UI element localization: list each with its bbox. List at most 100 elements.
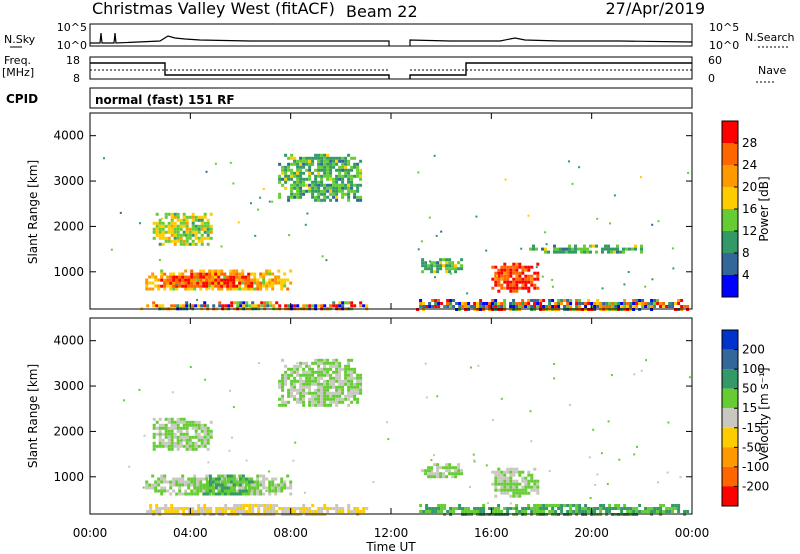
heatmap-cell <box>632 507 636 510</box>
heatmap-cell <box>539 510 543 513</box>
heatmap-cell <box>199 489 203 493</box>
heatmap-cell <box>211 477 215 481</box>
heatmap-cell <box>191 423 195 427</box>
heatmap-cell <box>188 227 192 231</box>
heatmap-cell <box>350 373 354 377</box>
heatmap-cell <box>169 287 173 291</box>
heatmap-cell <box>314 304 318 308</box>
heatmap-cell <box>185 429 189 433</box>
heatmap-cell <box>152 236 156 240</box>
heatmap-cell <box>185 301 189 305</box>
heatmap-cell <box>445 475 449 479</box>
heatmap-cell <box>332 162 336 166</box>
heatmap-cell <box>440 510 444 513</box>
heatmap-cell <box>601 287 604 290</box>
heatmap-cell <box>568 250 571 254</box>
heatmap-cell <box>323 364 327 368</box>
heatmap-cell <box>445 466 449 470</box>
heatmap-cell <box>332 394 336 398</box>
heatmap-cell <box>182 218 186 222</box>
heatmap-cell <box>247 480 251 484</box>
heatmap-cell <box>196 275 200 279</box>
heatmap-cell <box>533 305 537 308</box>
heatmap-cell <box>299 364 303 368</box>
heatmap-cell <box>329 364 333 368</box>
heatmap-cell <box>205 480 209 484</box>
heatmap-cell <box>244 489 248 493</box>
heatmap-cell <box>185 438 189 442</box>
heatmap-cell <box>442 466 446 470</box>
heatmap-cell <box>157 489 161 493</box>
heatmap-cell <box>232 272 236 276</box>
heatmap-cell <box>241 486 245 490</box>
heatmap-cell <box>627 271 630 273</box>
heatmap-cell <box>659 302 663 305</box>
heatmap-cell <box>158 429 162 433</box>
heatmap-cell <box>634 247 637 251</box>
heatmap-cell <box>185 242 189 246</box>
heatmap-cell <box>482 504 486 507</box>
heatmap-cell <box>173 236 177 240</box>
velocity-ylabel: Slant Range [km] <box>26 364 40 468</box>
heatmap-cell <box>527 305 531 308</box>
heatmap-cell <box>232 492 236 496</box>
time-axis-label: Time UT <box>365 540 416 554</box>
heatmap-cell <box>158 435 162 439</box>
heatmap-cell <box>194 218 198 222</box>
heatmap-cell <box>181 477 185 481</box>
heatmap-cell <box>494 302 498 305</box>
heatmap-cell <box>245 304 249 308</box>
heatmap-cell <box>608 507 612 510</box>
heatmap-cell <box>476 305 480 308</box>
heatmap-cell <box>218 301 222 305</box>
heatmap-cell <box>350 177 354 181</box>
nave-tick-top: 60 <box>708 54 722 67</box>
heatmap-cell <box>530 473 534 477</box>
heatmap-cell <box>274 477 278 481</box>
heatmap-cell <box>605 510 609 513</box>
heatmap-cell <box>293 397 297 401</box>
heatmap-cell <box>454 469 458 473</box>
heatmap-cell <box>344 174 348 178</box>
heatmap-cell <box>515 491 519 495</box>
heatmap-cell <box>338 186 342 190</box>
heatmap-cell <box>194 423 198 427</box>
heatmap-cell <box>164 432 168 436</box>
heatmap-cell <box>185 441 189 445</box>
heatmap-cell <box>430 466 434 470</box>
heatmap-cell <box>479 302 483 305</box>
heatmap-cell <box>541 247 544 251</box>
heatmap-cell <box>311 361 315 365</box>
heatmap-cell <box>238 284 242 288</box>
heatmap-cell <box>296 183 300 187</box>
heatmap-cell <box>482 507 486 510</box>
heatmap-cell <box>250 272 254 276</box>
heatmap-cell <box>509 473 513 477</box>
heatmap-cell <box>265 272 269 276</box>
heatmap-cell <box>347 388 351 392</box>
heatmap-cell <box>302 180 306 184</box>
heatmap-cell <box>344 183 348 187</box>
heatmap-cell <box>232 275 236 279</box>
heatmap-cell <box>317 198 321 202</box>
heatmap-cell <box>158 438 162 442</box>
heatmap-cell <box>332 361 336 365</box>
heatmap-cell <box>503 299 507 302</box>
heatmap-cell <box>217 477 221 481</box>
heatmap-cell <box>269 301 273 305</box>
heatmap-cell <box>329 391 333 395</box>
heatmap-cell <box>302 183 306 187</box>
heatmap-cell <box>356 168 360 172</box>
heatmap-cell <box>512 485 516 489</box>
heatmap-cell <box>479 507 483 510</box>
heatmap-cell <box>199 287 203 291</box>
heatmap-cell <box>287 394 291 398</box>
heatmap-cell <box>332 397 336 401</box>
heatmap-cell <box>314 376 318 380</box>
heatmap-cell <box>554 510 558 513</box>
heatmap-cell <box>268 486 272 490</box>
heatmap-cell <box>548 299 552 302</box>
heatmap-cell <box>344 364 348 368</box>
heatmap-cell <box>248 304 252 308</box>
heatmap-cell <box>503 277 507 281</box>
